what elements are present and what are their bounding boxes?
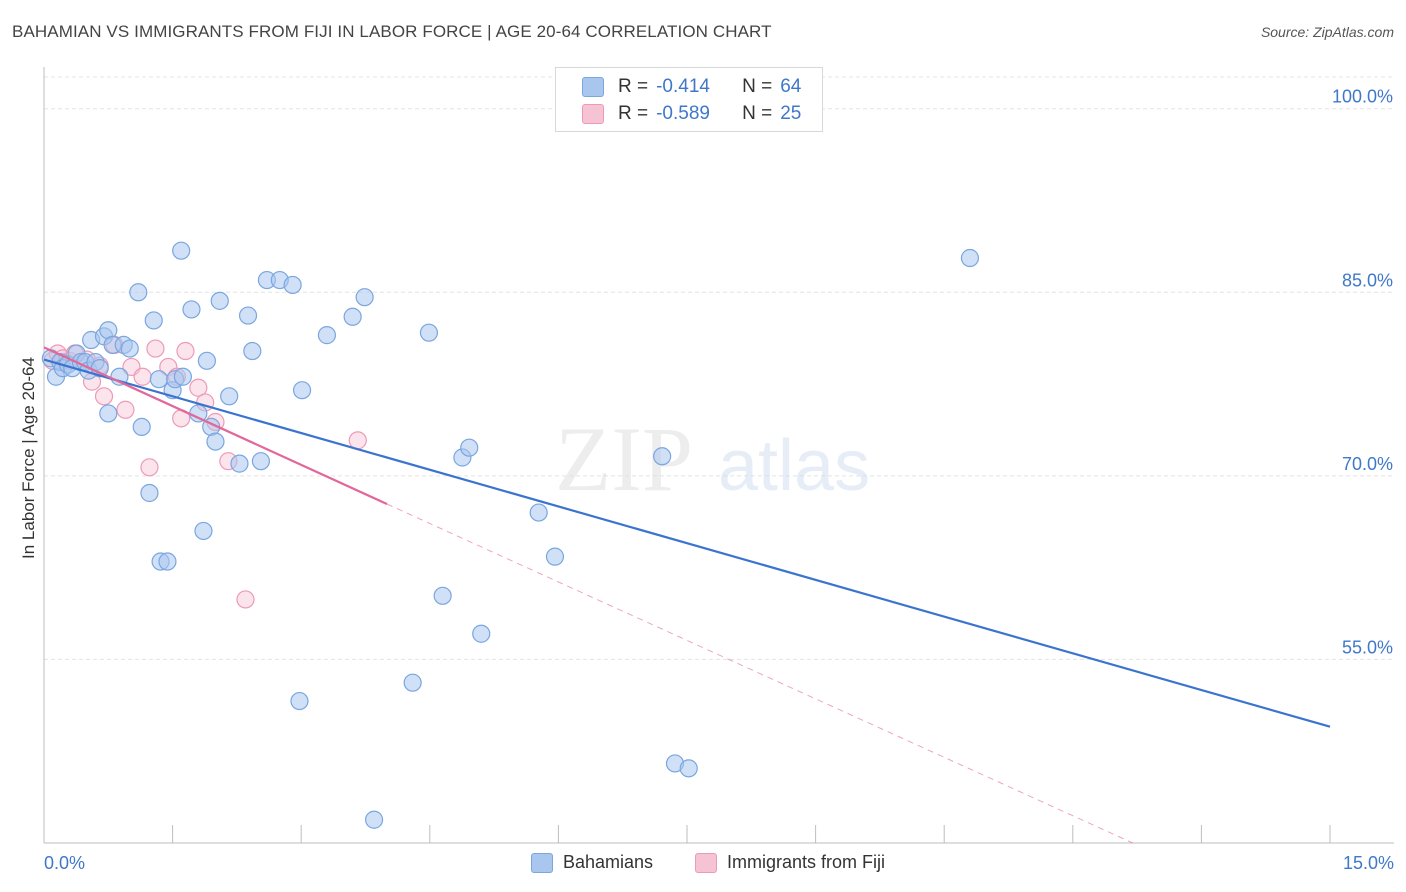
bahamians-point (210, 291, 229, 310)
legend-swatch-pink (582, 104, 604, 124)
series-bahamians (41, 241, 980, 829)
bahamians-point (317, 326, 337, 345)
fiji-point (94, 387, 114, 406)
fiji-point (133, 367, 152, 386)
bahamians-point (197, 351, 216, 370)
axes (43, 67, 1394, 844)
n-label: N = (742, 76, 773, 97)
y-tick-label: 100.0% (1332, 87, 1393, 107)
bahamians-point (472, 624, 491, 643)
legend-item-fiji: Immigrants from Fiji (695, 852, 885, 873)
chart-title: BAHAMIAN VS IMMIGRANTS FROM FIJI IN LABO… (12, 22, 772, 41)
bahamians-point (149, 370, 168, 389)
bahamians-point (173, 367, 192, 386)
bahamians-point (194, 521, 213, 541)
fiji-point (236, 590, 255, 609)
fiji-trendline-extension (386, 503, 1134, 844)
n-label: N = (742, 103, 773, 124)
n-value: 25 (780, 103, 802, 124)
bahamians-point (99, 404, 118, 423)
watermark-zip: ZIP (555, 408, 693, 510)
bahamians-trendline (43, 358, 1331, 728)
y-tick-label: 85.0% (1342, 270, 1393, 290)
legend-label-bahamians: Bahamians (563, 852, 654, 872)
bahamians-point (129, 283, 148, 302)
bahamians-point (529, 503, 548, 522)
x-tick-label: 0.0% (44, 853, 85, 873)
fiji-point (176, 341, 195, 361)
bahamians-point (230, 454, 249, 473)
bahamians-point (343, 307, 362, 326)
bahamians-point (960, 248, 980, 268)
fiji-trendline (43, 346, 388, 506)
bahamians-point (251, 452, 271, 471)
source-credit: Source: ZipAtlas.com (1260, 24, 1394, 40)
legend-label-fiji: Immigrants from Fiji (727, 852, 886, 872)
bahamians-point (653, 447, 672, 466)
legend-swatch-blue (582, 77, 604, 97)
legend-swatch-blue (531, 852, 553, 873)
watermark-atlas: atlas (718, 426, 870, 506)
bahamians-point (172, 241, 191, 260)
bahamians-point (140, 483, 159, 503)
bahamians-point (292, 381, 312, 400)
legend-item-bahamians: Bahamians (531, 852, 653, 873)
bahamians-point (220, 387, 239, 406)
stats-legend: R = -0.414 N = 64 R = -0.589 N = 25 (555, 67, 823, 132)
bahamians-point (132, 417, 151, 437)
r-value: -0.414 (656, 76, 710, 97)
bahamians-point (158, 552, 177, 571)
bahamians-point (419, 323, 439, 342)
bahamians-point (206, 432, 225, 451)
trendlines (43, 346, 1331, 844)
r-value: -0.589 (656, 103, 710, 124)
y-tick-label: 55.0% (1342, 637, 1393, 657)
y-axis-label: In Labor Force | Age 20-64 (19, 357, 38, 559)
stats-row-bahamians: R = -0.414 N = 64 (582, 74, 801, 100)
gridlines (44, 76, 1394, 660)
bahamians-point (460, 438, 479, 457)
bahamians-point (355, 288, 374, 307)
bahamians-point (283, 275, 302, 295)
y-tick-label: 70.0% (1342, 454, 1393, 474)
bahamians-point (364, 810, 384, 829)
bahamians-point (403, 673, 422, 692)
n-value: 64 (780, 76, 802, 97)
legend-swatch-pink (695, 852, 717, 873)
series-legend: Bahamians Immigrants from Fiji (0, 850, 1406, 878)
r-label: R = (618, 103, 649, 124)
fiji-point (140, 458, 159, 477)
bahamians-point (144, 311, 163, 330)
bahamians-point (545, 547, 565, 566)
bahamians-point (243, 341, 262, 361)
fiji-point (348, 431, 367, 450)
bahamians-point (182, 300, 201, 319)
fiji-point (116, 400, 135, 419)
stats-row-fiji: R = -0.589 N = 25 (582, 101, 801, 127)
bahamians-point (120, 339, 139, 358)
bahamians-point (238, 306, 258, 325)
fiji-point (146, 339, 165, 358)
tick-labels: 55.0% 70.0% 85.0% 100.0% 0.0% 15.0% (44, 87, 1394, 873)
bahamians-point (679, 759, 698, 778)
watermark: ZIP atlas (555, 408, 870, 510)
r-label: R = (618, 76, 649, 97)
bahamians-point (433, 586, 452, 605)
x-tick-label: 15.0% (1343, 853, 1394, 873)
fiji-point (189, 378, 208, 397)
bahamians-point (290, 691, 309, 711)
